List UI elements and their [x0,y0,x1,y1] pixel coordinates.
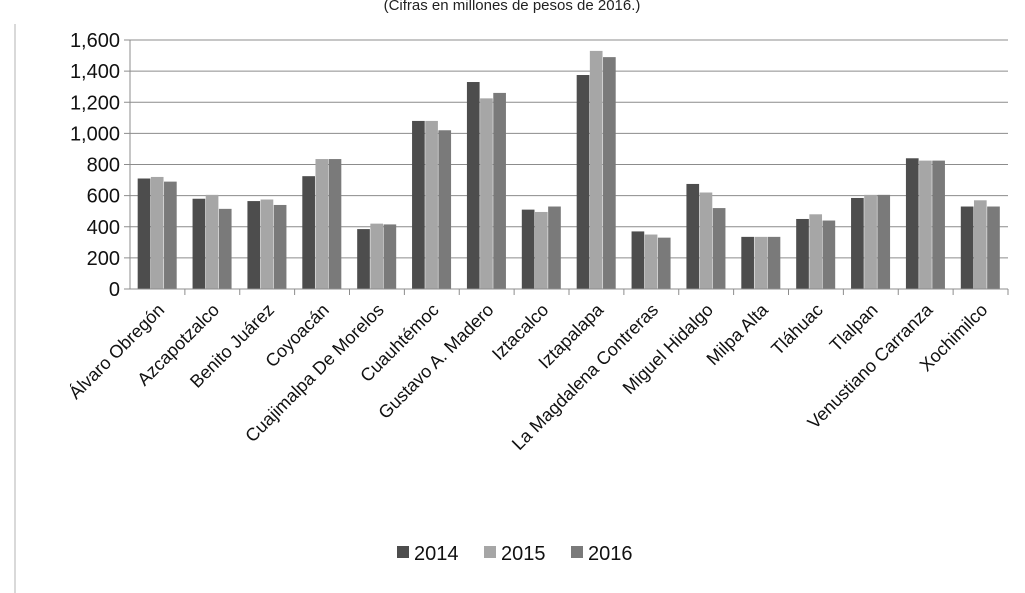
bar-2016: Iztapalapa 2016: 1490 [603,57,616,290]
bar-2014: Benito Juárez 2014: 565 [247,201,261,289]
bar-2014: Azcapotzalco 2014: 580 [192,198,206,289]
bar-2016: Iztacalco 2016: 530 [548,206,561,289]
bar-2015: Tláhuac 2015: 480 [809,214,823,289]
legend-label-2016: 2016 [588,543,633,565]
y-tick-label: 800 [87,155,120,177]
bar-2015: Miguel Hidalgo 2015: 620 [699,192,713,289]
bar-2016: Benito Juárez 2016: 540 [273,204,287,289]
y-tick-label: 1,600 [70,30,120,52]
bar-2014: Gustavo A. Madero 2014: 1330 [466,82,480,289]
bar-2015: Cuajimalpa De Morelos 2015: 420 [370,223,384,289]
bar-2014: Miguel Hidalgo 2014: 675 [686,183,700,289]
bar-2016: La Magdalena Contreras 2016: 330 [657,237,671,289]
bars: Álvaro Obregón 2014: 710Álvaro Obregón 2… [137,50,1000,290]
bar-2015: Cuauhtémoc 2015: 1080 [425,120,438,289]
bar-2014: Xochimilco 2014: 530 [960,206,974,289]
y-tick-label: 200 [87,248,120,270]
bar-2015: Iztacalco 2015: 495 [534,211,548,289]
legend-swatch-2015 [484,546,496,558]
axes [124,39,1009,295]
bar-2016: Álvaro Obregón 2016: 690 [164,181,177,289]
legend-swatch-2016 [571,546,583,558]
bar-2016: Tlalpan 2016: 605 [877,194,891,289]
bar-2015: Benito Juárez 2015: 575 [260,199,274,289]
bar-2016: Cuauhtémoc 2016: 1020 [438,130,452,289]
bar-2015: Álvaro Obregón 2015: 720 [150,176,164,289]
bar-2015: Gustavo A. Madero 2015: 1225 [480,98,493,289]
bar-2015: Azcapotzalco 2015: 605 [205,194,219,289]
legend-swatch-2014 [397,546,409,558]
y-tick-label: 1,200 [70,92,120,114]
bar-2016: Tláhuac 2016: 440 [822,220,836,289]
bar-2015: Coyoacán 2015: 835 [315,159,329,289]
bar-2014: Cuauhtémoc 2014: 1080 [412,120,425,289]
x-tick-label: Álvaro Obregón [65,300,168,403]
legend-label-2014: 2014 [414,543,459,565]
bar-2015: Venustiano Carranza 2015: 825 [919,160,932,289]
x-tick-label: Tlalpan [826,300,882,356]
bar-2015: Iztapalapa 2015: 1530 [589,50,603,289]
y-axis-ticks: 0 200 400 600 800 1,000 1,200 1,400 1,600 [70,30,120,301]
bar-2015: Tlalpan 2015: 605 [864,194,877,289]
y-tick-label: 600 [87,186,120,208]
x-tick-label: Tláhuac [767,300,826,359]
bar-2014: Iztacalco 2014: 510 [521,209,535,289]
y-tick-label: 1,000 [70,123,120,145]
bar-2016: Coyoacán 2016: 835 [328,159,342,289]
bar-2014: Iztapalapa 2014: 1375 [576,75,590,289]
bar-2015: Milpa Alta 2015: 335 [754,236,768,289]
bar-2014: La Magdalena Contreras 2014: 370 [631,231,645,289]
bar-2016: Gustavo A. Madero 2016: 1260 [493,92,506,289]
bar-2015: La Magdalena Contreras 2015: 350 [644,234,658,289]
bar-2015: Xochimilco 2015: 570 [973,200,987,289]
bar-2014: Álvaro Obregón 2014: 710 [137,178,151,289]
bar-2016: Milpa Alta 2016: 335 [767,236,781,289]
bar-2014: Coyoacán 2014: 725 [302,176,315,289]
bar-2016: Xochimilco 2016: 530 [987,206,1000,289]
y-tick-label: 1,400 [70,61,120,83]
bar-2016: Miguel Hidalgo 2016: 520 [712,208,726,289]
bar-2014: Venustiano Carranza 2014: 840 [905,158,919,289]
bar-2014: Cuajimalpa De Morelos 2014: 385 [357,229,370,289]
x-tick-label: Milpa Alta [703,299,773,369]
bar-2016: Cuajimalpa De Morelos 2016: 415 [383,224,397,289]
legend-label-2015: 2015 [501,543,546,565]
bar-2016: Azcapotzalco 2016: 515 [218,208,232,289]
bar-2014: Tláhuac 2014: 450 [796,218,809,289]
bar-2014: Milpa Alta 2014: 335 [741,236,754,289]
chart-subtitle: (Cifras en millones de pesos de 2016.) [384,0,641,14]
bar-2016: Venustiano Carranza 2016: 825 [932,160,945,289]
bar-2014: Tlalpan 2014: 585 [851,197,864,289]
y-tick-label: 0 [109,279,120,301]
legend: 2014 2015 2016 [397,543,633,565]
y-tick-label: 400 [87,217,120,239]
